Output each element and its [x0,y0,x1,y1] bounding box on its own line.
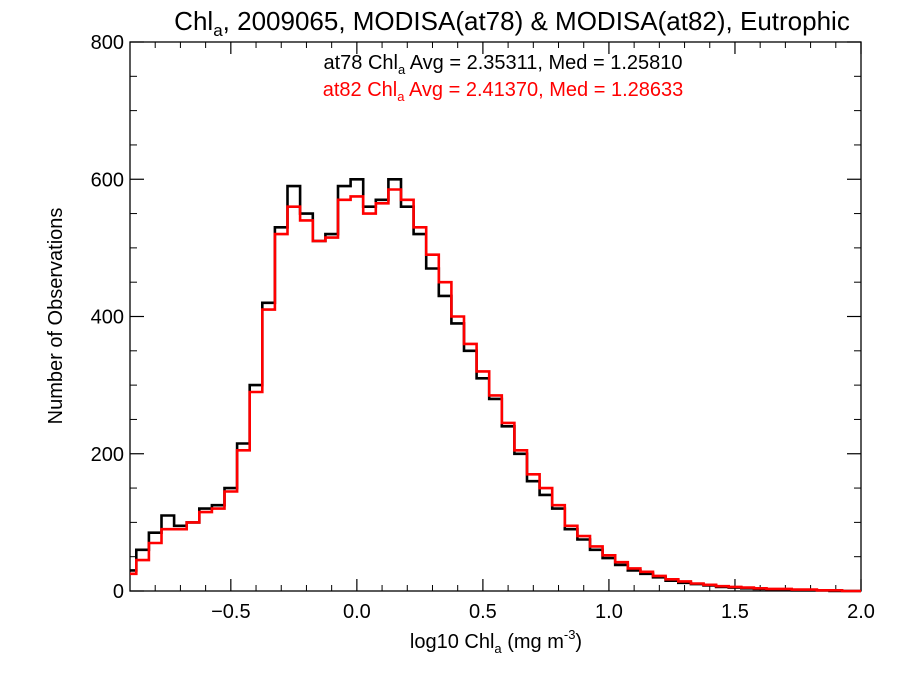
x-axis-label: log10 Chla (mg m-3) [410,627,582,656]
y-tick-label: 800 [91,32,124,54]
x-tick-label: 0.0 [343,601,371,623]
y-tick-label: 200 [91,444,124,466]
annotation-at82: at82 Chla Avg = 2.41370, Med = 1.28633 [323,79,683,104]
y-tick-label: 400 [91,307,124,329]
series-layer [130,178,861,593]
chart-title: Chla, 2009065, MODISA(at78) & MODISA(at8… [174,6,850,40]
plot-frame [129,41,862,592]
series-line-at82 [130,188,861,593]
x-tick-label: 2.0 [847,601,875,623]
y-tick-label: 600 [91,169,124,191]
x-tick-label: 1.5 [721,601,749,623]
series-line-at78 [130,178,861,593]
x-tick-label: 1.0 [595,601,623,623]
x-tick-label: −0.5 [211,601,250,623]
annotation-at78: at78 Chla Avg = 2.35311, Med = 1.25810 [324,52,683,77]
y-axis-label: Number of Observations [45,208,67,425]
axes: −0.5 0.0 0.5 1.0 1.5 2.0 0 200 400 600 800 [91,32,875,623]
y-tick-label: 0 [113,581,124,603]
x-tick-label: 0.5 [469,601,497,623]
